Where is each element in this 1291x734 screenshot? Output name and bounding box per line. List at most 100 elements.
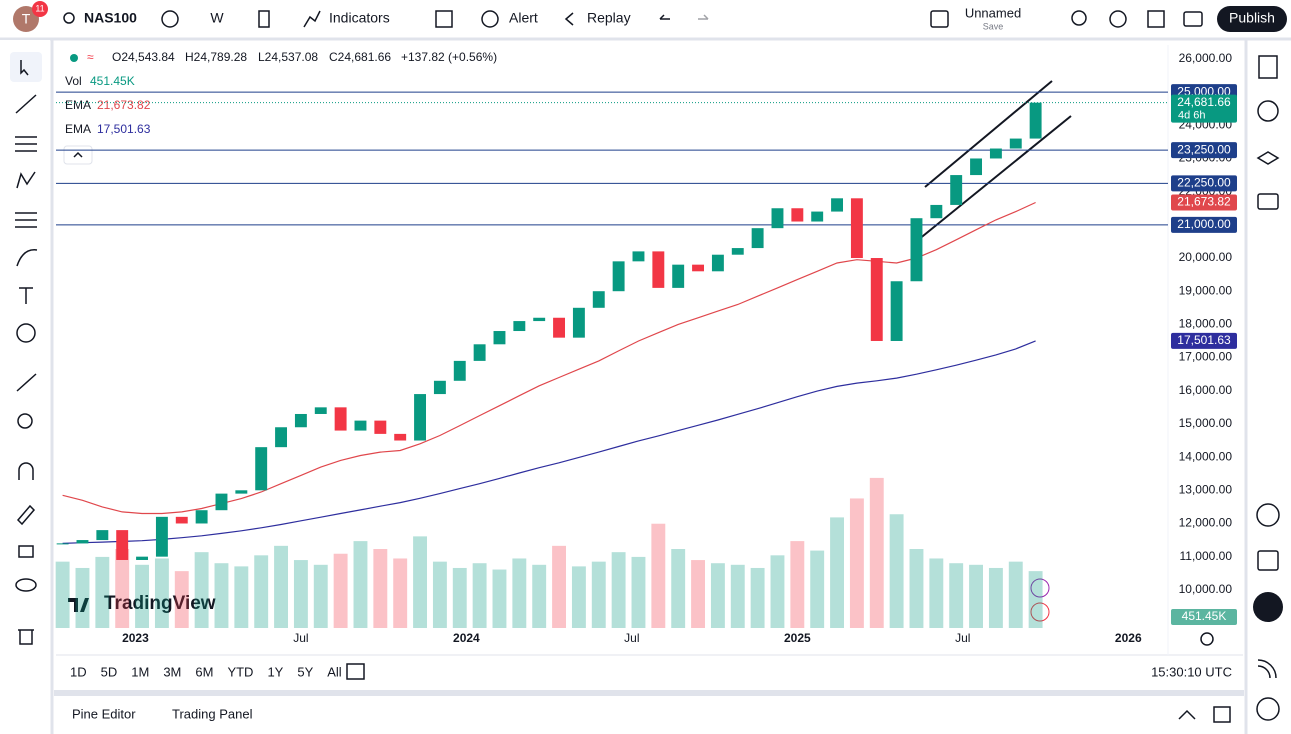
emoji-tool[interactable] (16, 323, 36, 343)
apps[interactable] (1253, 592, 1283, 622)
candle (513, 321, 526, 332)
volume-bar (889, 514, 904, 628)
pattern-tool[interactable] (16, 171, 36, 189)
volume-bar (869, 477, 884, 628)
timeframe[interactable]: 1M (131, 664, 149, 679)
x-tick-label: Jul (293, 631, 308, 645)
panel-tab[interactable]: Trading Panel (172, 706, 253, 721)
channel-line[interactable] (924, 80, 1053, 188)
price-tag: 24,681.66 (1177, 95, 1231, 109)
replay-button[interactable]: Replay (587, 10, 631, 26)
event-icon[interactable] (1030, 578, 1050, 598)
x-tick-label: Jul (955, 631, 970, 645)
candle (155, 516, 168, 557)
timeframe[interactable]: 1Y (267, 664, 283, 679)
symbol[interactable]: NAS100 (84, 10, 137, 26)
visibility-tool[interactable] (15, 578, 37, 592)
timeframe[interactable]: 5Y (297, 664, 313, 679)
fib-tool[interactable] (15, 136, 37, 152)
forecast-tool[interactable] (15, 212, 37, 228)
ohlc: O24,543.84 (112, 50, 175, 64)
tool-active[interactable] (10, 52, 42, 82)
volume-bar (969, 564, 983, 628)
timeframe[interactable]: 5D (101, 664, 118, 679)
maximize-panel[interactable] (1213, 706, 1231, 723)
text-tool[interactable] (19, 287, 33, 304)
quick-search[interactable] (1071, 10, 1087, 26)
y-tick-label: 18,000.00 (1179, 317, 1233, 331)
timeframe[interactable]: 1D (70, 664, 87, 679)
badge-count: 11 (35, 3, 44, 13)
timeframe[interactable]: YTD (227, 664, 253, 679)
volume-bar (492, 569, 507, 628)
volume-bar (830, 517, 844, 628)
chart-type[interactable] (258, 10, 270, 28)
watchlist[interactable] (1258, 55, 1278, 79)
timeframe[interactable]: 6M (195, 664, 213, 679)
trendline-tool[interactable] (15, 94, 37, 114)
indicators-icon[interactable] (303, 10, 321, 28)
layout-icon[interactable] (930, 10, 949, 28)
candle (751, 228, 764, 249)
replay-icon[interactable] (564, 12, 574, 26)
publish-button[interactable] (1217, 6, 1287, 32)
alert-button[interactable]: Alert (509, 10, 538, 26)
channel-line[interactable] (917, 115, 1072, 241)
expand-panel[interactable] (1178, 709, 1196, 720)
search-icon[interactable] (63, 12, 75, 24)
templates[interactable] (435, 10, 453, 28)
timeframe[interactable]: All (327, 664, 342, 679)
volume-bar (909, 549, 924, 628)
hline-tag: 21,000.00 (1177, 217, 1231, 231)
cursor-tool[interactable] (20, 60, 29, 76)
ideas[interactable] (1256, 503, 1280, 527)
help[interactable] (1256, 697, 1280, 721)
candle (870, 258, 883, 341)
candle (116, 530, 129, 560)
candle (890, 281, 903, 341)
date-range[interactable] (346, 663, 365, 680)
avatar[interactable] (13, 6, 39, 32)
redo[interactable] (698, 14, 709, 20)
x-tick-label: 2025 (784, 631, 811, 645)
calendar[interactable] (1257, 550, 1279, 571)
panel-tab[interactable]: Pine Editor (72, 706, 136, 721)
volume-bar (293, 560, 308, 628)
clock: 15:30:10 UTC (1151, 664, 1232, 679)
layers[interactable] (1256, 151, 1280, 165)
x-tick-label: 2024 (453, 631, 480, 645)
alert-icon[interactable] (481, 10, 499, 28)
settings[interactable] (1109, 10, 1127, 28)
stream[interactable] (1257, 659, 1277, 679)
interval[interactable]: W (210, 10, 224, 26)
volume-bar (194, 552, 209, 628)
zoom-tool[interactable] (17, 413, 33, 429)
layout-name[interactable]: Unnamed (965, 5, 1021, 20)
undo[interactable] (659, 14, 670, 20)
indicator-value: 451.45K (90, 74, 135, 88)
timeframe[interactable]: 3M (163, 664, 181, 679)
add-symbol[interactable] (161, 10, 179, 28)
delete-tool[interactable] (18, 629, 34, 645)
alerts-panel[interactable] (1257, 100, 1279, 122)
price-tag-bg (1171, 194, 1237, 211)
event-icon[interactable] (1030, 602, 1050, 622)
chat[interactable] (1257, 193, 1279, 210)
lock-tool[interactable] (18, 545, 34, 558)
collapse-legend[interactable] (63, 145, 93, 165)
fullscreen[interactable] (1147, 10, 1165, 28)
countdown: 4d 6h (1178, 110, 1206, 122)
ruler-tool[interactable] (16, 373, 37, 392)
magnet-tool[interactable] (18, 462, 34, 480)
candle (314, 407, 327, 414)
candle (850, 198, 863, 259)
snapshot[interactable] (1183, 11, 1203, 27)
y-tick-label: 17,000.00 (1179, 350, 1233, 364)
indicators-button[interactable]: Indicators (329, 10, 390, 26)
status-dot (70, 54, 78, 62)
candle (334, 407, 347, 431)
axis-settings[interactable] (1200, 632, 1214, 646)
brush-tool[interactable] (16, 249, 38, 267)
draw-mode[interactable] (16, 504, 36, 526)
candle (215, 493, 228, 511)
